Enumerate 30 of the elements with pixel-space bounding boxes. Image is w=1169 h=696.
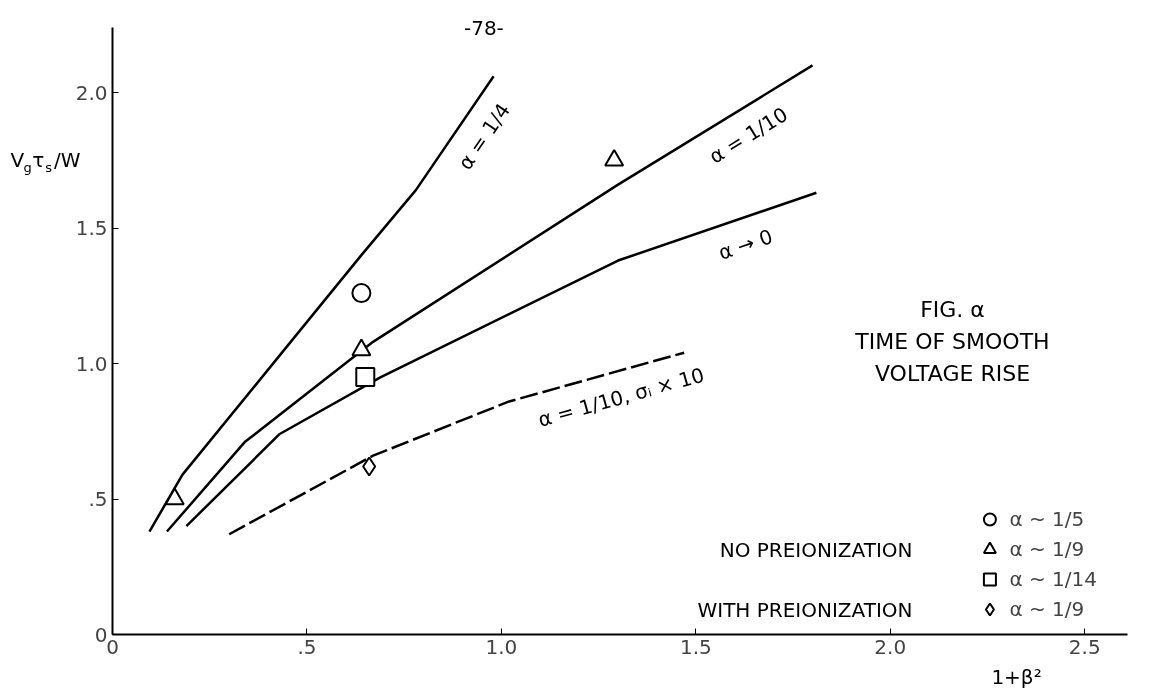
- legend-label: α ~ 1/5: [1009, 506, 1085, 533]
- y-tick-label: 1.5: [75, 216, 108, 241]
- x-tick-label: 1.0: [485, 634, 518, 659]
- legend-label: α ~ 1/14: [1009, 566, 1097, 593]
- point: [362, 456, 377, 477]
- line-series: [185, 191, 818, 528]
- y-tick-label: 2.0: [75, 80, 108, 105]
- legend-label: α ~ 1/9: [1009, 596, 1085, 623]
- x-tick-label: 2.0: [874, 634, 907, 659]
- text: FIG. α: [920, 296, 985, 322]
- legend-label: α ~ 1/9: [1009, 536, 1085, 563]
- x-tick-label: .5: [297, 634, 317, 659]
- annotation: -78-: [463, 15, 504, 40]
- point: [351, 283, 372, 304]
- x-tick-label: 1.5: [679, 634, 712, 659]
- text: α = 1/10, σᵢ × 10: [535, 362, 707, 432]
- x-axis-title: 1+β²: [991, 664, 1042, 689]
- y-tick-label: .5: [88, 487, 108, 512]
- y-tick-label: 1.0: [75, 351, 108, 376]
- point: [604, 148, 625, 167]
- line-series: [165, 64, 814, 533]
- text: α = 1/10: [704, 102, 792, 169]
- text: TIME OF SMOOTH VOLTAGE RISE: [854, 328, 1050, 386]
- annotation: NO PREIONIZATION: [719, 537, 913, 562]
- text: α = 1/4: [452, 98, 515, 175]
- annotation: WITH PREIONIZATION: [697, 597, 913, 622]
- text: α → 0: [715, 224, 776, 265]
- x-tick-label: 2.5: [1068, 634, 1101, 659]
- point: [355, 367, 376, 388]
- point: [351, 338, 372, 357]
